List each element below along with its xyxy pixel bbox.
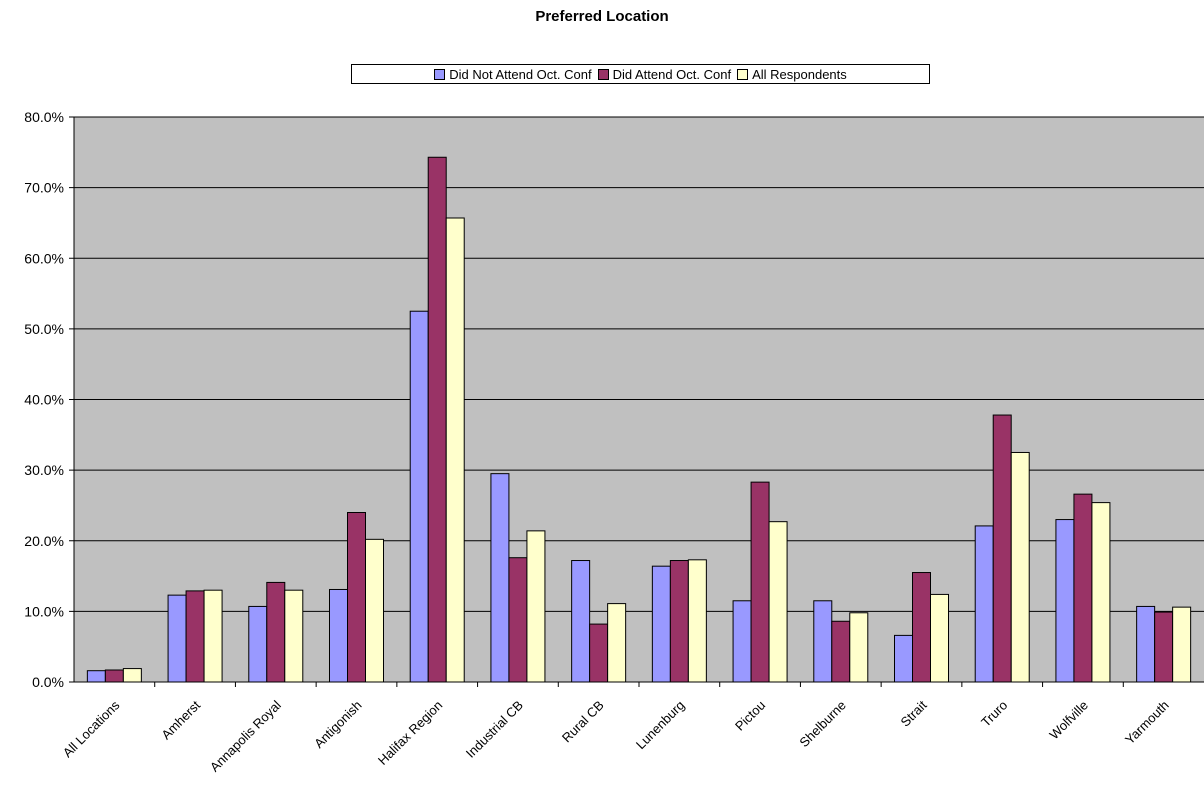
bar-did-not-attend [167, 594, 187, 683]
x-category-label: Truro [978, 698, 1010, 730]
legend-item-did-not-attend: Did Not Attend Oct. Conf [434, 66, 592, 82]
y-tick-label: 10.0% [24, 603, 64, 619]
bar-all-respondents [1010, 451, 1030, 683]
x-category-label: Pictou [732, 698, 768, 734]
x-category-label: Industrial CB [463, 698, 526, 761]
bar-did-attend [266, 581, 286, 683]
bar-all-respondents [849, 612, 869, 683]
bar-all-respondents [122, 668, 142, 683]
bar-all-respondents [1172, 606, 1192, 683]
bar-did-attend [347, 512, 366, 683]
chart-title: Preferred Location [535, 8, 669, 25]
bar-did-attend [669, 560, 689, 683]
bar-did-not-attend [329, 588, 348, 683]
legend-swatch-did-not-attend [434, 68, 446, 80]
bar-did-attend [427, 156, 447, 683]
bar-did-not-attend [571, 560, 591, 683]
bar-did-not-attend [248, 605, 268, 683]
bar-did-not-attend [86, 670, 106, 683]
x-category-label: Shelburne [796, 698, 849, 751]
bar-did-not-attend [974, 525, 994, 683]
legend: Did Not Attend Oct. Conf Did Attend Oct.… [351, 64, 930, 84]
x-category-label: Wolfville [1046, 698, 1091, 743]
bar-did-not-attend [732, 600, 752, 683]
bar-all-respondents [1091, 502, 1111, 683]
x-category-label: Antigonish [311, 698, 365, 752]
bar-did-attend [185, 590, 205, 683]
legend-item-all-respondents: All Respondents [737, 67, 847, 82]
bar-did-attend [1073, 493, 1093, 683]
y-tick-label: 50.0% [24, 321, 64, 337]
bar-all-respondents [203, 589, 223, 683]
bar-did-not-attend [894, 634, 913, 683]
bar-all-respondents [687, 559, 707, 683]
bar-did-attend [104, 669, 124, 683]
x-category-label: Amherst [158, 697, 203, 742]
bar-did-not-attend [409, 310, 429, 683]
bar-all-respondents [445, 217, 465, 683]
y-tick-label: 80.0% [24, 109, 64, 125]
bar-did-attend [589, 623, 609, 683]
legend-swatch-all-respondents [737, 68, 749, 80]
bar-all-respondents [365, 538, 384, 683]
legend-swatch-did-attend [597, 68, 609, 80]
x-category-label: Strait [898, 697, 930, 729]
y-tick-label: 30.0% [24, 462, 64, 478]
y-tick-label: 20.0% [24, 533, 64, 549]
bar-did-attend [831, 620, 851, 683]
x-category-label: Yarmouth [1122, 698, 1172, 748]
legend-label-all-respondents: All Respondents [752, 66, 847, 82]
x-category-label: Annapolis Royal [207, 697, 284, 774]
bar-all-respondents [526, 530, 546, 683]
x-category-label: Lunenburg [633, 698, 688, 753]
legend-label-did-not-attend: Did Not Attend Oct. Conf [449, 66, 592, 82]
x-category-label: All Locations [60, 697, 123, 760]
x-category-label: Rural CB [559, 698, 607, 746]
bar-did-attend [912, 572, 931, 683]
y-tick-label: 70.0% [24, 180, 64, 196]
legend-item-did-attend: Did Attend Oct. Conf [597, 66, 732, 82]
bar-all-respondents [768, 521, 788, 683]
bar-did-not-attend [1055, 519, 1075, 683]
bar-did-attend [992, 414, 1012, 683]
bar-all-respondents [284, 589, 304, 683]
y-tick-label: 0.0% [32, 674, 64, 690]
y-tick-label: 60.0% [24, 250, 64, 266]
y-tick-label: 40.0% [24, 392, 64, 408]
bar-did-not-attend [813, 600, 833, 683]
bar-all-respondents [607, 603, 627, 683]
x-category-label: Halifax Region [375, 698, 445, 768]
bar-all-respondents [930, 593, 949, 683]
bar-did-attend [750, 481, 770, 683]
legend-label-did-attend: Did Attend Oct. Conf [612, 66, 732, 82]
bar-did-not-attend [490, 473, 510, 683]
bar-did-attend [1154, 611, 1174, 683]
bar-did-not-attend [651, 565, 671, 683]
bar-did-not-attend [1136, 605, 1156, 683]
bar-did-attend [508, 557, 528, 683]
